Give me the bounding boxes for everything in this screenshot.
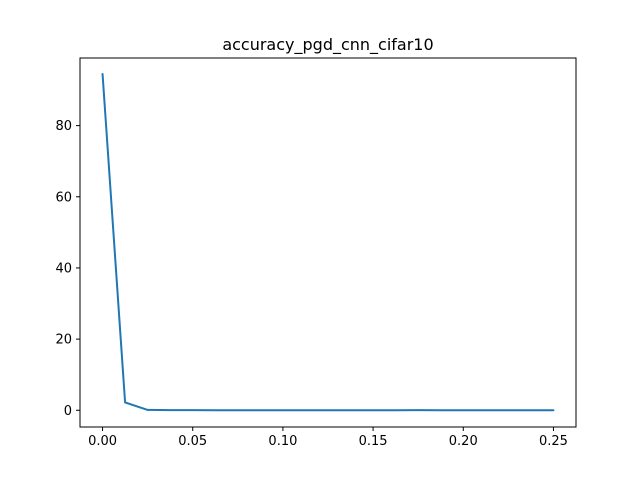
x-tick-label: 0.25 xyxy=(539,434,568,449)
y-tick-label: 40 xyxy=(55,261,72,276)
y-tick-label: 80 xyxy=(55,119,72,134)
y-tick-label: 60 xyxy=(55,190,72,205)
x-tick-label: 0.20 xyxy=(449,434,478,449)
x-tick-label: 0.05 xyxy=(178,434,207,449)
plot-area: 0.00 0.05 0.10 0.15 0.20 0.25 0 20 40 60 80 xyxy=(55,57,577,449)
x-tick-label: 0.15 xyxy=(359,434,388,449)
x-tick-label: 0.10 xyxy=(268,434,297,449)
chart-title: accuracy_pgd_cnn_cifar10 xyxy=(222,35,433,55)
series-line-0 xyxy=(101,73,555,412)
x-tick-label: 0.00 xyxy=(88,434,117,449)
y-tick-label: 0 xyxy=(64,404,72,419)
axes-frame xyxy=(79,57,577,428)
y-tick-label: 20 xyxy=(55,333,72,348)
